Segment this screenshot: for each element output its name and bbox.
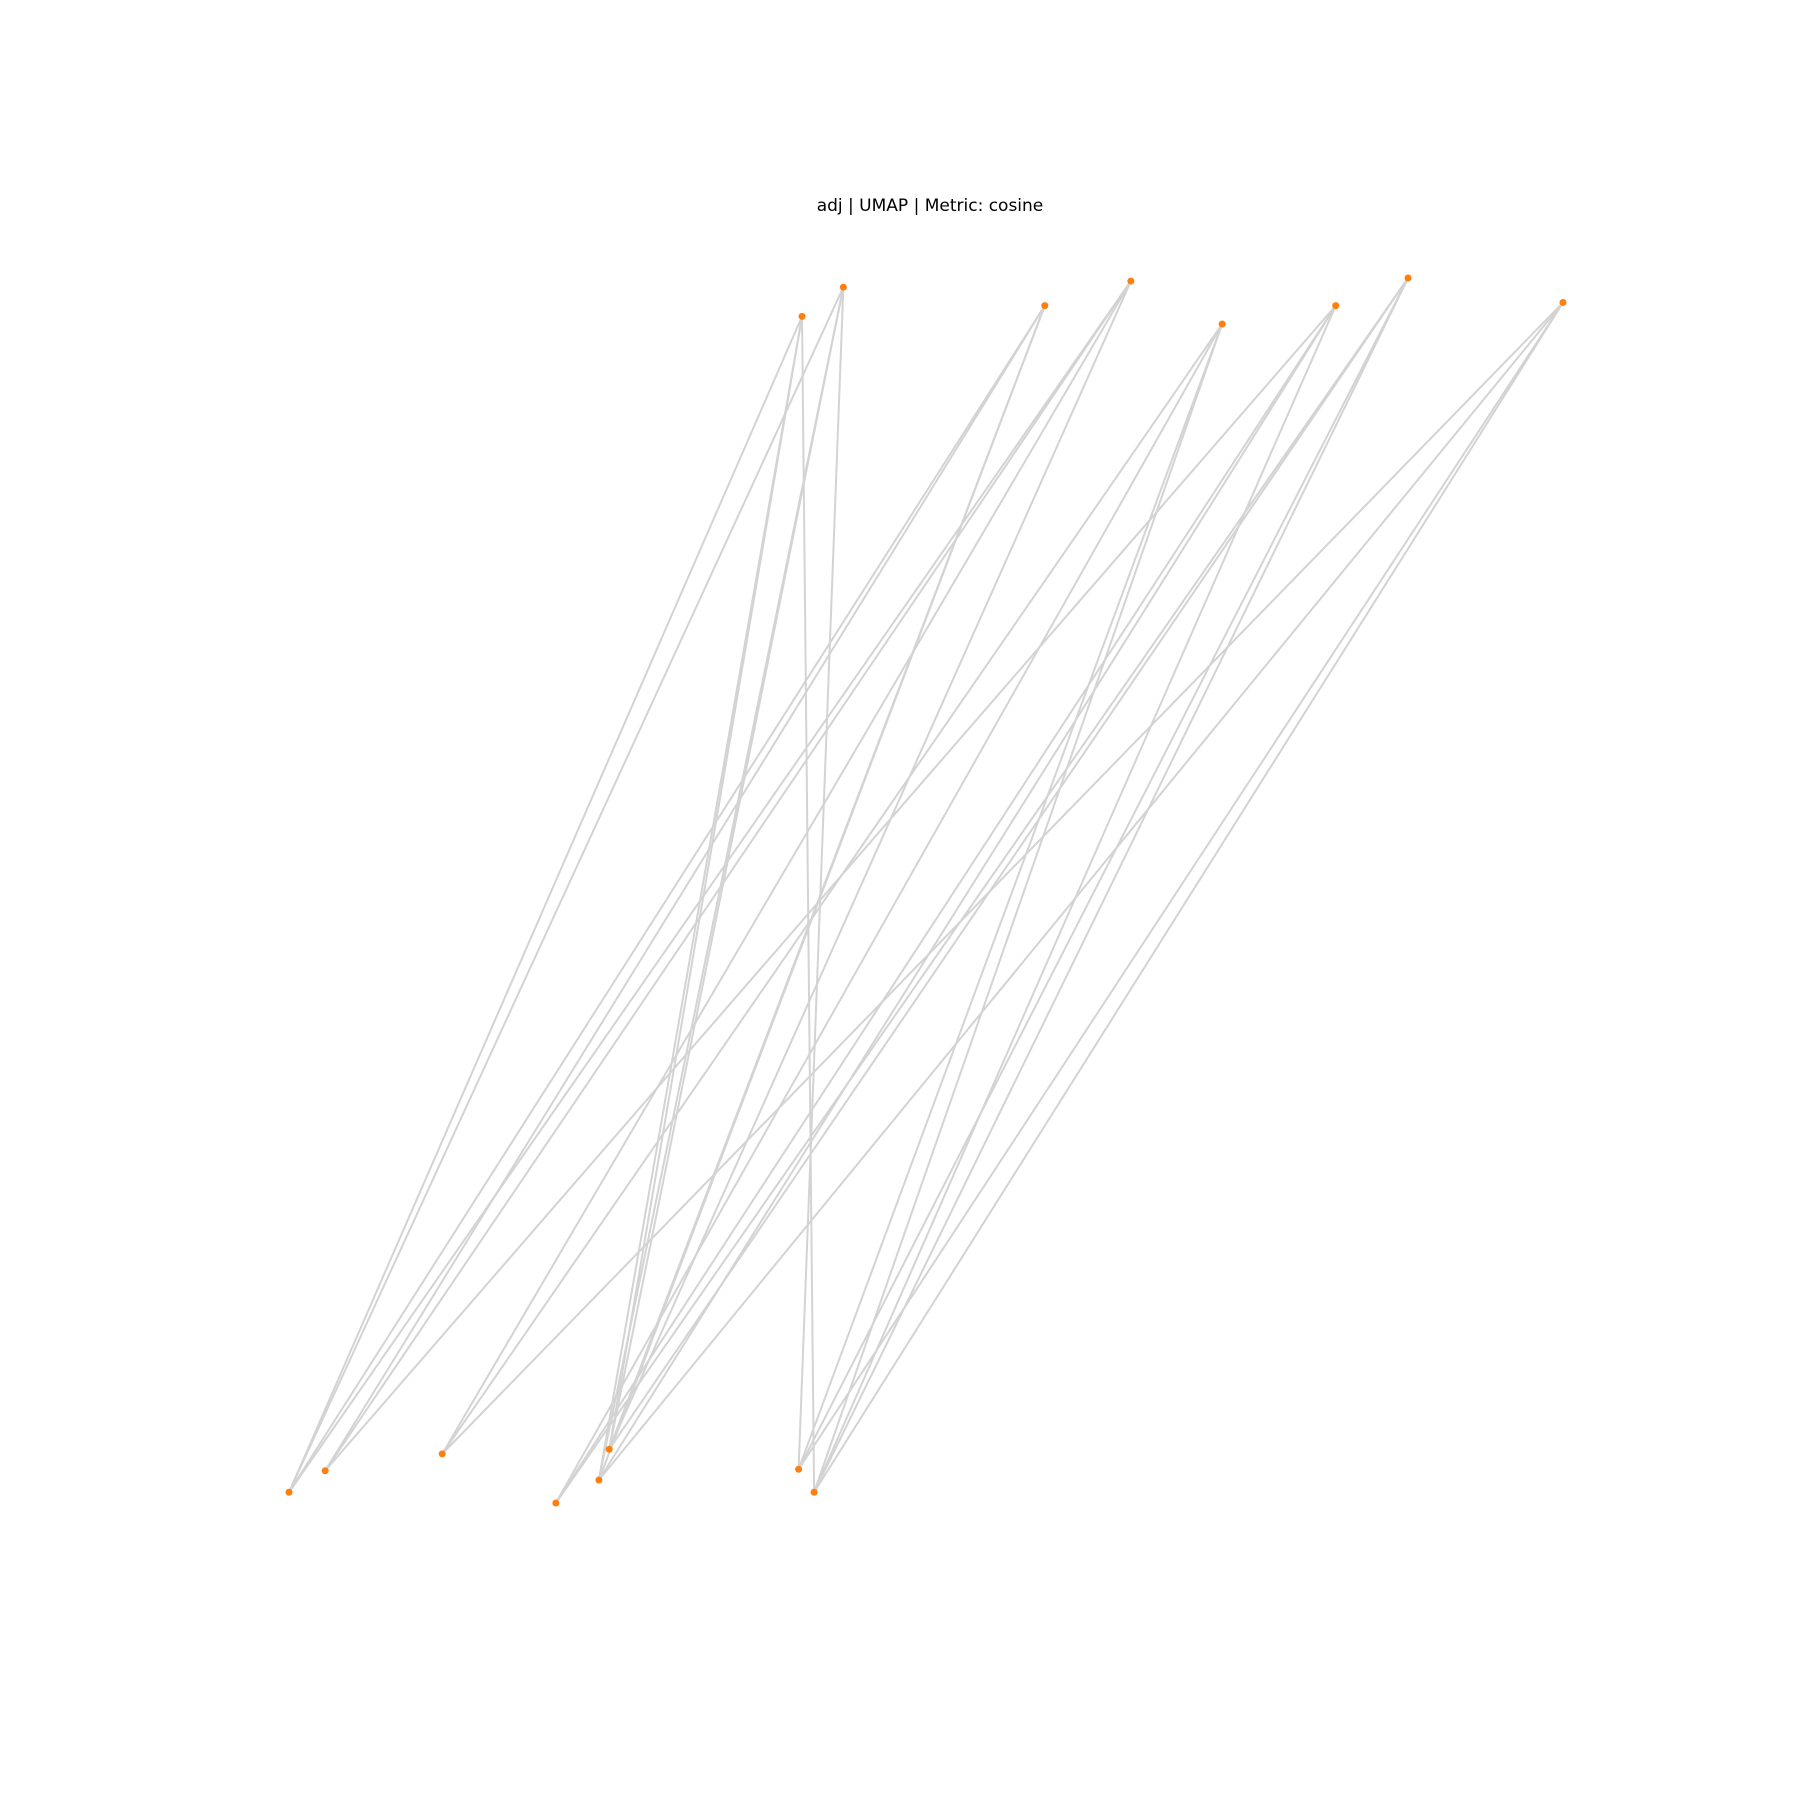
graph-edge: [597, 305, 1046, 1481]
graph-edge: [554, 323, 1223, 1504]
graph-node: [1332, 302, 1340, 310]
graph-edge: [324, 304, 1337, 1472]
graph-node: [285, 1488, 293, 1496]
graph-edge: [288, 280, 1132, 1493]
graph-edge: [441, 323, 1223, 1455]
graph-node: [438, 1450, 446, 1458]
edges-layer: [288, 277, 1564, 1504]
graph-node: [839, 283, 847, 291]
graph-node: [810, 1488, 818, 1496]
graph-node: [605, 1445, 613, 1453]
graph-node: [1404, 274, 1412, 282]
graph-node: [321, 1467, 329, 1475]
graph-node: [1218, 320, 1226, 328]
graph-node: [552, 1499, 560, 1507]
graph-edge: [288, 305, 1046, 1493]
graph-edge: [441, 280, 1132, 1455]
graph-edge: [813, 277, 1409, 1493]
graph-node: [1559, 299, 1567, 307]
graph-node: [795, 1465, 803, 1473]
graph-edge: [797, 323, 1224, 1470]
graph-edge: [813, 302, 1564, 1493]
graph-edge: [598, 301, 1564, 1481]
graph-node: [1127, 277, 1135, 285]
nodes-layer: [285, 274, 1567, 1507]
graph-edge: [608, 277, 1409, 1450]
graph-node: [1041, 302, 1049, 310]
plot-title: adj | UMAP | Metric: cosine: [817, 196, 1044, 216]
graph-edge: [597, 316, 804, 1481]
graph-edge: [288, 315, 803, 1493]
graph-edge: [797, 302, 1564, 1470]
graph-node: [798, 312, 806, 320]
graph-edge: [797, 277, 1409, 1470]
graph-edge: [555, 277, 1409, 1504]
graph-edge: [797, 287, 845, 1470]
graph-edge: [813, 323, 1224, 1493]
graph-edge: [288, 286, 845, 1493]
graph-edge: [324, 280, 1132, 1472]
graph-node: [595, 1476, 603, 1484]
graph-edge: [441, 301, 1564, 1455]
graph-edge: [801, 316, 816, 1493]
graph-edge: [597, 287, 845, 1481]
graph-edge: [324, 305, 1046, 1472]
graph-edge: [555, 305, 1337, 1504]
